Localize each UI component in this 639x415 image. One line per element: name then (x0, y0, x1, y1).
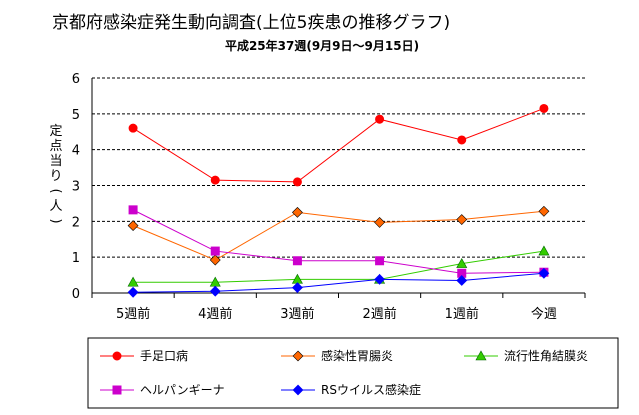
data-point (291, 206, 303, 218)
data-point (210, 175, 220, 185)
y-axis-label-char: 人 (49, 199, 62, 214)
x-tick-label: 今週 (531, 306, 557, 322)
legend-item: 感染性胃腸炎 (281, 348, 393, 363)
legend-label: 流行性角結膜炎 (504, 349, 588, 363)
data-point (375, 256, 385, 266)
x-tick-label: 5週前 (116, 306, 150, 322)
data-point (456, 214, 468, 225)
data-point (475, 350, 487, 361)
y-tick-label: 1 (72, 251, 80, 266)
data-point (112, 385, 122, 395)
data-point (374, 273, 386, 285)
y-axis-label-char: ) (48, 218, 63, 223)
series-5 (127, 267, 550, 298)
data-point (209, 285, 221, 297)
y-axis-label-char: ( (48, 188, 63, 193)
data-point (291, 282, 303, 294)
series-4 (128, 205, 549, 278)
data-point (127, 220, 139, 232)
y-axis-label-char: 当 (49, 154, 62, 169)
data-point (210, 246, 220, 256)
y-tick-label: 2 (72, 215, 80, 230)
legend-item: RSウイルス感染症 (281, 382, 421, 397)
data-point (112, 351, 122, 361)
legend-label: RSウイルス感染症 (321, 382, 421, 397)
data-point (128, 205, 138, 215)
x-tick-label: 4週前 (198, 306, 232, 322)
legend-box (87, 337, 619, 409)
data-point (292, 256, 302, 266)
y-tick-label: 4 (72, 144, 80, 159)
x-tick-label: 2週前 (362, 306, 396, 322)
y-axis-label-char: り (49, 169, 62, 184)
y-tick-label: 5 (72, 108, 80, 123)
plot-area: 0 1 2 3 4 5 6 5週前 4週前 3週前 2週前 1週前 今週 (72, 72, 586, 322)
data-point (538, 245, 550, 256)
series-2 (127, 205, 550, 266)
data-point (127, 276, 139, 287)
data-point (456, 257, 468, 268)
chart-subtitle: 平成25年37週(9月9日～9月15日) (225, 38, 419, 53)
series-line (132, 209, 544, 274)
y-tick-label: 3 (72, 180, 80, 195)
data-point (209, 254, 221, 266)
chart-title: 京都府感染症発生動向調査(上位5疾患の推移グラフ) (52, 13, 450, 33)
data-point (127, 286, 139, 298)
legend-label: ヘルパンギーナ (140, 383, 225, 397)
y-tick-label: 0 (72, 287, 80, 302)
data-point (375, 114, 385, 124)
y-axis-label-char: 点 (49, 139, 62, 154)
y-axis-label-char: 定 (49, 124, 62, 139)
legend-item: 流行性角結膜炎 (464, 349, 588, 363)
series-1 (128, 103, 549, 187)
data-point (292, 350, 304, 362)
x-tick-label: 1週前 (445, 306, 479, 322)
series-line (132, 107, 545, 183)
data-point (538, 267, 550, 279)
data-point (292, 177, 302, 187)
legend-item: ヘルパンギーナ (100, 383, 225, 397)
y-tick-label: 6 (72, 72, 80, 87)
series-3 (127, 245, 550, 287)
data-point (539, 103, 549, 113)
series-line (133, 272, 544, 293)
legend-label: 手足口病 (140, 348, 188, 363)
series-line (132, 210, 544, 261)
data-point (456, 275, 468, 286)
data-point (457, 135, 467, 145)
series-line (133, 250, 544, 283)
x-tick-label: 3週前 (280, 306, 314, 322)
data-point (128, 123, 138, 133)
data-point (292, 384, 304, 396)
data-point (374, 216, 386, 228)
legend-label: 感染性胃腸炎 (321, 348, 393, 363)
data-point (538, 205, 550, 217)
legend-item: 手足口病 (100, 348, 188, 363)
